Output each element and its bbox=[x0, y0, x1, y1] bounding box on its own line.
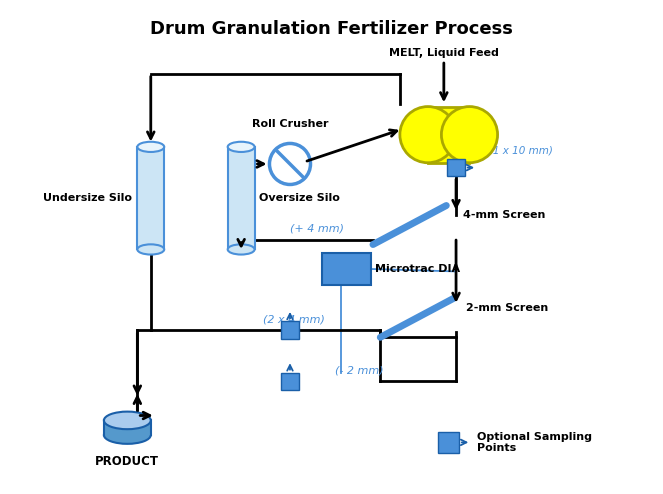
Ellipse shape bbox=[137, 142, 164, 152]
Text: Drum
Granulator: Drum Granulator bbox=[411, 121, 487, 149]
Text: (- 2 mm): (- 2 mm) bbox=[335, 366, 384, 375]
Text: Roll Crusher: Roll Crusher bbox=[252, 119, 328, 129]
Ellipse shape bbox=[137, 245, 164, 254]
Bar bbox=[281, 321, 299, 339]
Text: Drum Granulation Fertilizer Process: Drum Granulation Fertilizer Process bbox=[150, 20, 513, 38]
Text: 2-mm Screen: 2-mm Screen bbox=[466, 303, 548, 313]
Text: PRODUCT: PRODUCT bbox=[95, 454, 159, 468]
Bar bbox=[448, 159, 465, 176]
Bar bbox=[137, 147, 164, 249]
Ellipse shape bbox=[400, 107, 456, 163]
Bar bbox=[281, 372, 299, 390]
Text: Undersize Silo: Undersize Silo bbox=[44, 193, 133, 203]
Bar bbox=[227, 147, 255, 249]
Circle shape bbox=[269, 143, 310, 184]
Ellipse shape bbox=[227, 245, 255, 254]
Text: MELT, Liquid Feed: MELT, Liquid Feed bbox=[389, 48, 499, 58]
Bar bbox=[322, 253, 371, 285]
Ellipse shape bbox=[442, 107, 497, 163]
Bar bbox=[104, 420, 151, 435]
Text: Optional Sampling
Points: Optional Sampling Points bbox=[477, 432, 592, 453]
Bar bbox=[428, 107, 469, 163]
Text: 4-mm Screen: 4-mm Screen bbox=[463, 210, 546, 220]
Text: Microtrac DIA: Microtrac DIA bbox=[375, 264, 461, 274]
Text: (0.1 x 10 mm): (0.1 x 10 mm) bbox=[479, 145, 554, 156]
Ellipse shape bbox=[104, 412, 151, 429]
Text: (2 x 4 mm): (2 x 4 mm) bbox=[263, 314, 325, 324]
Text: (+ 4 mm): (+ 4 mm) bbox=[290, 224, 344, 234]
Bar bbox=[438, 432, 459, 453]
Ellipse shape bbox=[104, 426, 151, 444]
Ellipse shape bbox=[227, 142, 255, 152]
Text: Oversize Silo: Oversize Silo bbox=[259, 193, 340, 203]
